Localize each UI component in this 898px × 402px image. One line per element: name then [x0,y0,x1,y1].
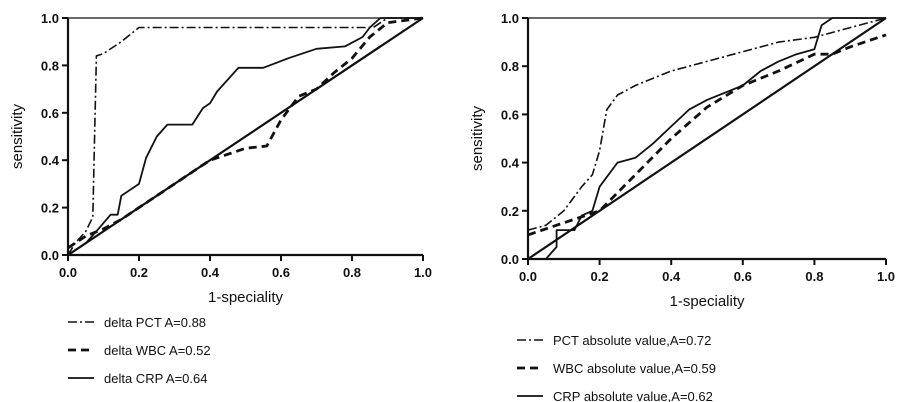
series-line-0 [67,17,423,256]
x-tick-label: 0.6 [272,265,290,280]
legend-label: delta WBC A=0.52 [104,343,211,358]
y-tick-label: 0.2 [501,204,519,219]
x-axis-title: 1-speciality [669,293,745,310]
y-axis-title: sensitivity [9,103,26,169]
x-tick-label: 0.2 [130,265,148,280]
y-tick-label: 1.0 [41,11,59,26]
y-tick-label: 0.8 [41,58,59,73]
y-tick-label: 0.0 [501,252,519,267]
legend-label: PCT absolute value,A=0.72 [553,333,711,348]
x-tick-label: 0.0 [519,269,537,284]
series-line-2 [528,17,886,260]
series-line-0 [527,17,887,231]
reference-diagonal-line [67,17,424,256]
y-axis-title: sensitivity [469,105,486,171]
x-tick-label: 1.0 [414,265,432,280]
legend-label: delta PCT A=0.88 [104,315,206,330]
y-tick-label: 0.6 [501,107,519,122]
x-tick-label: 0.4 [201,265,220,280]
x-tick-label: 0.8 [805,269,823,284]
y-tick-label: 0.0 [41,248,59,263]
x-tick-label: 0.2 [591,269,609,284]
x-tick-label: 0.0 [59,265,77,280]
legend-label: CRP absolute value,A=0.62 [553,389,713,402]
y-tick-label: 0.4 [501,156,520,171]
reference-diagonal-line [527,17,887,260]
x-axis-title: 1-speciality [208,289,284,306]
y-tick-label: 0.2 [41,201,59,216]
roc-chart-absolute: 0.0 0.2 0.4 0.6 0.8 1.0 0.0 0.2 0.4 0.6 0.8 1.0 1-sp… [469,11,895,402]
x-tick-label: 1.0 [877,269,895,284]
y-tick-label: 0.8 [501,59,519,74]
roc-chart-delta: 0.0 0.2 0.4 0.6 0.8 1.0 0.0 0.2 0.4 0.6 0.8 1.0 1-sp… [9,11,432,386]
series-line-1 [527,33,887,237]
y-tick-label: 0.4 [41,153,60,168]
y-tick-label: 1.0 [501,11,519,26]
series-line-2 [67,17,423,256]
x-tick-label: 0.8 [343,265,361,280]
x-tick-label: 0.4 [662,269,681,284]
legend-label: WBC absolute value,A=0.59 [553,361,716,376]
legend-label: delta CRP A=0.64 [104,371,207,386]
y-tick-label: 0.6 [41,106,59,121]
series-line-1 [67,16,424,250]
x-tick-label: 0.6 [734,269,752,284]
